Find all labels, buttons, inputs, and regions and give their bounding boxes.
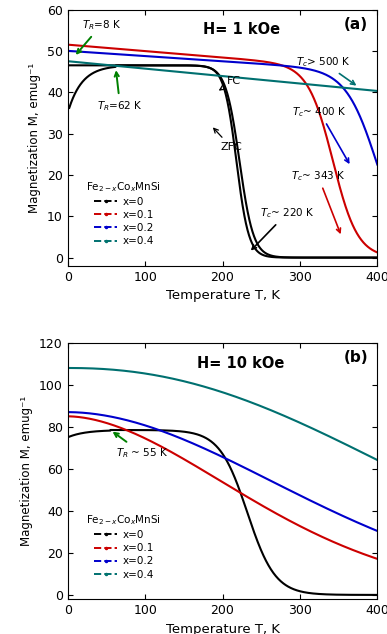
Y-axis label: Magnetization M, emug⁻¹: Magnetization M, emug⁻¹ — [28, 63, 41, 213]
Text: ZFC: ZFC — [214, 128, 242, 152]
X-axis label: Temperature T, K: Temperature T, K — [166, 289, 279, 302]
Text: (b): (b) — [343, 351, 368, 365]
Legend: x=0, x=0.1, x=0.2, x=0.4: x=0, x=0.1, x=0.2, x=0.4 — [82, 176, 166, 250]
Text: $T_R$ ~ 55 K: $T_R$ ~ 55 K — [114, 433, 168, 460]
Text: H= 10 kOe: H= 10 kOe — [197, 356, 285, 371]
Text: $T_R$=8 K: $T_R$=8 K — [77, 18, 121, 53]
Text: FC: FC — [220, 76, 240, 90]
Legend: x=0, x=0.1, x=0.2, x=0.4: x=0, x=0.1, x=0.2, x=0.4 — [82, 509, 166, 584]
Y-axis label: Magnetization M, emug⁻¹: Magnetization M, emug⁻¹ — [21, 396, 33, 546]
Text: $T_c$~ 220 K: $T_c$~ 220 K — [252, 206, 314, 249]
Text: $T_c$> 500 K: $T_c$> 500 K — [296, 55, 355, 84]
Text: H= 1 kOe: H= 1 kOe — [202, 22, 280, 37]
Text: $T_R$=62 K: $T_R$=62 K — [97, 72, 143, 113]
Text: $T_c$~ 343 K: $T_c$~ 343 K — [291, 169, 345, 233]
X-axis label: Temperature T, K: Temperature T, K — [166, 623, 279, 634]
Text: $T_c$~ 400 K: $T_c$~ 400 K — [292, 105, 349, 162]
Text: (a): (a) — [344, 17, 368, 32]
